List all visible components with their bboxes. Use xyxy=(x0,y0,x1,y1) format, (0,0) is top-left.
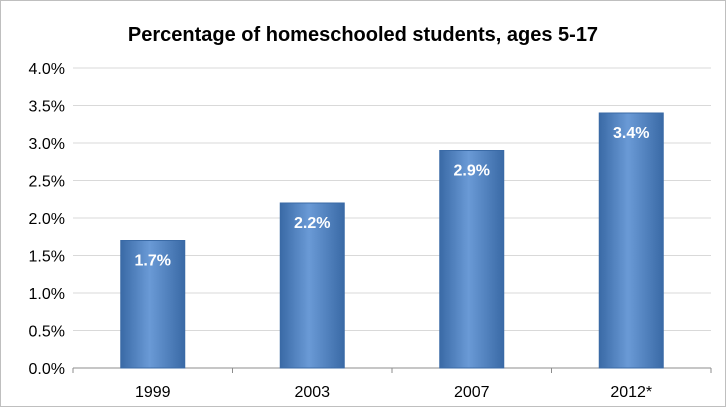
bar xyxy=(279,202,345,369)
y-tick-label: 3.5% xyxy=(29,99,65,116)
bar xyxy=(120,240,186,369)
y-tick-label: 0.5% xyxy=(29,324,65,341)
bar xyxy=(598,112,664,369)
y-tick-label: 1.5% xyxy=(29,249,65,266)
y-tick-label: 2.5% xyxy=(29,174,65,191)
bar-data-label: 2.9% xyxy=(454,163,490,180)
bar-data-label: 3.4% xyxy=(613,125,649,142)
data-labels: 1.7% 2.2% 2.9% 3.4% xyxy=(135,125,650,270)
y-tick-label: 0.0% xyxy=(29,361,65,378)
x-tick-label: 2007 xyxy=(454,384,490,401)
y-tick-label: 2.0% xyxy=(29,211,65,228)
y-tick-label: 4.0% xyxy=(29,61,65,78)
y-tick-label: 1.0% xyxy=(29,286,65,303)
x-tick-label: 2012* xyxy=(610,384,652,401)
x-tick-label: 1999 xyxy=(135,384,171,401)
bar-data-label: 2.2% xyxy=(294,215,330,232)
y-tick-label: 3.0% xyxy=(29,136,65,153)
chart-title: Percentage of homeschooled students, age… xyxy=(128,24,598,46)
bars xyxy=(120,112,664,369)
bar-data-label: 1.7% xyxy=(135,253,171,270)
x-axis-ticks: 1999 2003 2007 2012* xyxy=(72,368,712,401)
bar xyxy=(439,150,505,369)
x-tick-label: 2003 xyxy=(294,384,330,401)
y-axis-ticks: 0.0% 0.5% 1.0% 1.5% 2.0% 2.5% 3.0% 3.5% 4.0% xyxy=(29,61,65,378)
